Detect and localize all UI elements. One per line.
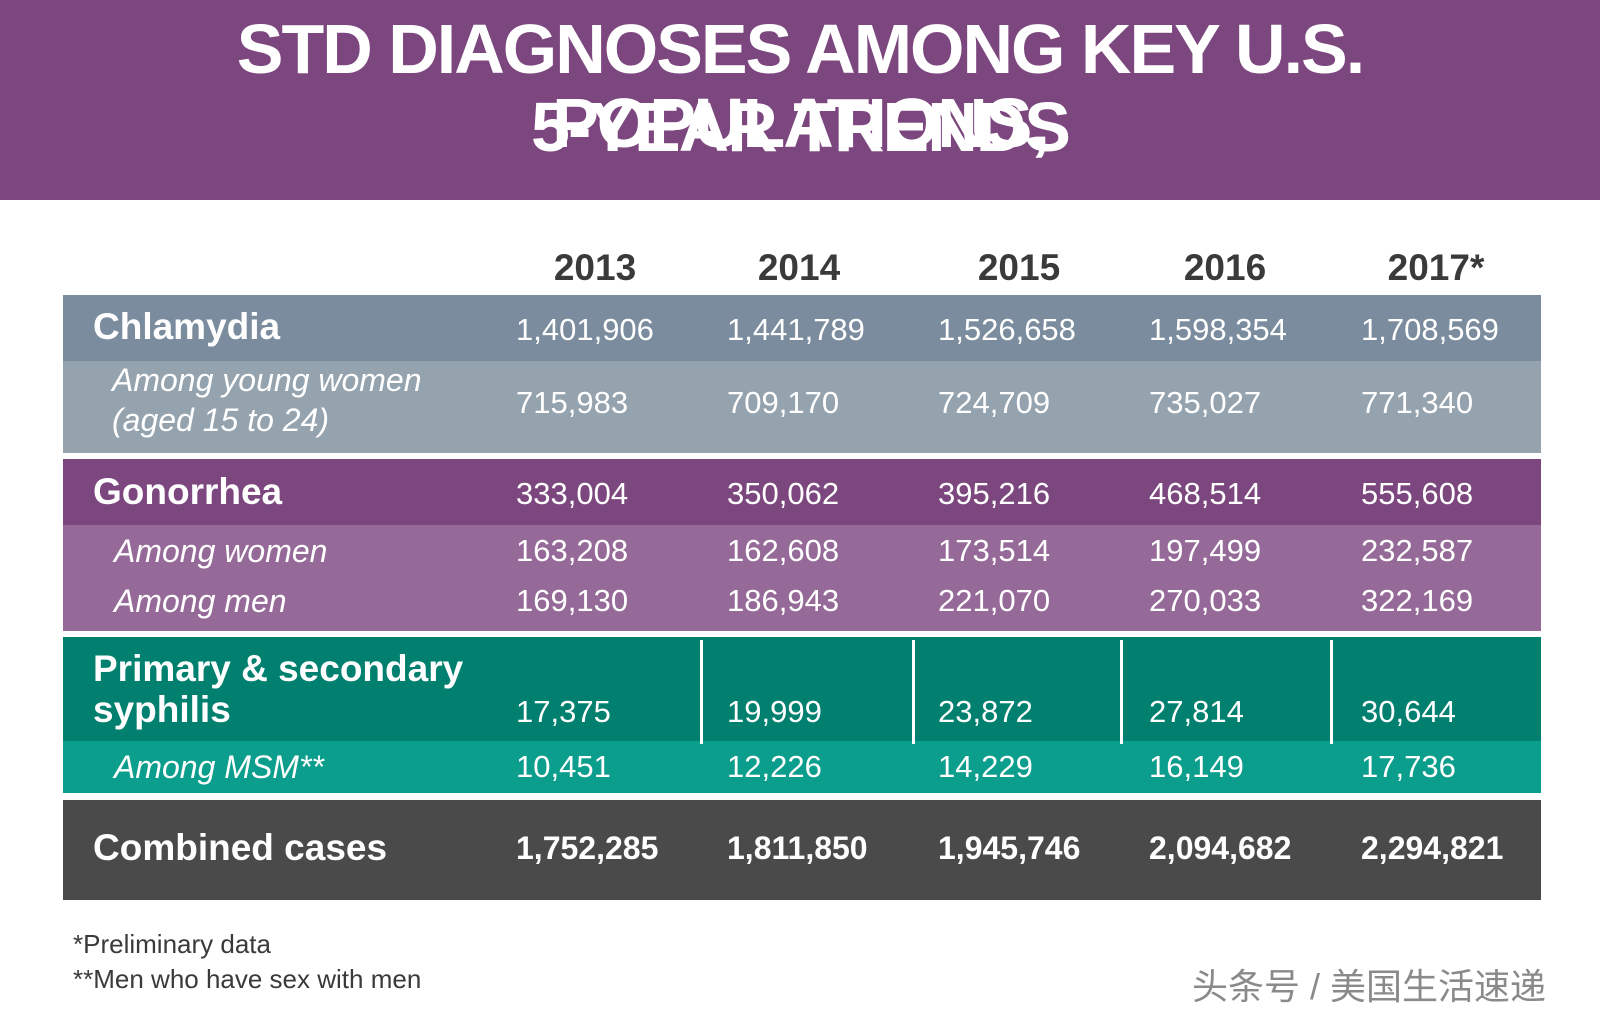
value-young-women-2013: 715,983 — [516, 385, 629, 420]
value-combined-2014: 1,811,850 — [727, 830, 868, 866]
value-chlamydia-2017: 1,708,569 — [1361, 312, 1499, 347]
value-among-men-2015: 221,070 — [938, 583, 1051, 618]
value-syphilis-2013: 17,375 — [516, 694, 611, 729]
value-among-men-2014: 186,943 — [727, 583, 840, 618]
year-header-2016: 2016 — [1183, 247, 1267, 288]
chlamydia-sub-band — [63, 361, 1541, 453]
syphilis-column-separator — [912, 640, 915, 744]
row-label-among-men: Among men — [114, 583, 287, 619]
value-syphilis-2016: 27,814 — [1149, 694, 1244, 729]
syphilis-column-separator — [700, 640, 703, 744]
row-label-chlamydia: Chlamydia — [93, 306, 281, 347]
syphilis-sub-band — [63, 741, 1541, 793]
value-chlamydia-2015: 1,526,658 — [938, 312, 1076, 347]
value-among-men-2016: 270,033 — [1149, 583, 1262, 618]
row-label-combined: Combined cases — [93, 827, 388, 868]
value-young-women-2014: 709,170 — [727, 385, 840, 420]
row-label-syphilis-line1: Primary & secondary — [93, 648, 464, 689]
gonorrhea-band — [63, 459, 1541, 525]
row-label-among-msm: Among MSM** — [114, 749, 324, 785]
syphilis-band — [63, 637, 1541, 741]
year-header-2015: 2015 — [977, 247, 1061, 288]
value-among-women-2014: 162,608 — [727, 533, 840, 568]
value-among-women-2016: 197,499 — [1149, 533, 1262, 568]
watermark: 头条号 / 美国生活速递 — [1192, 966, 1547, 1007]
value-syphilis-2014: 19,999 — [727, 694, 822, 729]
value-young-women-2017: 771,340 — [1361, 385, 1474, 420]
value-gonorrhea-2015: 395,216 — [938, 476, 1051, 511]
value-gonorrhea-2017: 555,608 — [1361, 476, 1474, 511]
row-label-among-women: Among women — [114, 533, 328, 569]
gonorrhea-sub-band — [63, 525, 1541, 631]
value-gonorrhea-2016: 468,514 — [1149, 476, 1262, 511]
value-among-women-2015: 173,514 — [938, 533, 1051, 568]
value-among-men-2017: 322,169 — [1361, 583, 1474, 618]
footnote-preliminary: *Preliminary data — [73, 929, 271, 959]
title-line-2: 5-YEAR TRENDS — [531, 88, 1071, 166]
value-among-women-2017: 232,587 — [1361, 533, 1474, 568]
value-msm-2017: 17,736 — [1361, 749, 1456, 784]
year-header-2013: 2013 — [553, 247, 637, 288]
title-band — [0, 0, 1600, 200]
row-label-young-women-line1: Among young women — [112, 362, 422, 398]
value-msm-2013: 10,451 — [516, 749, 611, 784]
value-among-women-2013: 163,208 — [516, 533, 629, 568]
value-combined-2017: 2,294,821 — [1361, 830, 1504, 866]
value-chlamydia-2014: 1,441,789 — [727, 312, 865, 347]
title-line-1: STD DIAGNOSES AMONG KEY U.S. POPULATIONS… — [236, 10, 1365, 162]
value-combined-2013: 1,752,285 — [516, 830, 659, 866]
value-gonorrhea-2014: 350,062 — [727, 476, 840, 511]
syphilis-column-separator — [1120, 640, 1123, 744]
footnote-msm: **Men who have sex with men — [73, 964, 422, 994]
value-among-men-2013: 169,130 — [516, 583, 629, 618]
value-chlamydia-2016: 1,598,354 — [1149, 312, 1287, 347]
value-msm-2016: 16,149 — [1149, 749, 1244, 784]
year-header-2014: 2014 — [757, 247, 841, 288]
syphilis-column-separator — [1330, 640, 1333, 744]
chlamydia-band — [63, 295, 1541, 361]
value-combined-2015: 1,945,746 — [938, 830, 1081, 866]
row-label-gonorrhea: Gonorrhea — [93, 471, 283, 512]
row-label-young-women-line2: (aged 15 to 24) — [112, 402, 330, 438]
value-msm-2015: 14,229 — [938, 749, 1033, 784]
value-chlamydia-2013: 1,401,906 — [516, 312, 654, 347]
value-young-women-2016: 735,027 — [1149, 385, 1262, 420]
value-syphilis-2015: 23,872 — [938, 694, 1033, 729]
row-label-syphilis-line2: syphilis — [93, 689, 231, 730]
value-combined-2016: 2,094,682 — [1149, 830, 1292, 866]
value-gonorrhea-2013: 333,004 — [516, 476, 629, 511]
value-syphilis-2017: 30,644 — [1361, 694, 1456, 729]
combined-band — [63, 800, 1541, 900]
value-msm-2014: 12,226 — [727, 749, 822, 784]
year-header-2017: 2017* — [1387, 247, 1485, 288]
value-young-women-2015: 724,709 — [938, 385, 1051, 420]
